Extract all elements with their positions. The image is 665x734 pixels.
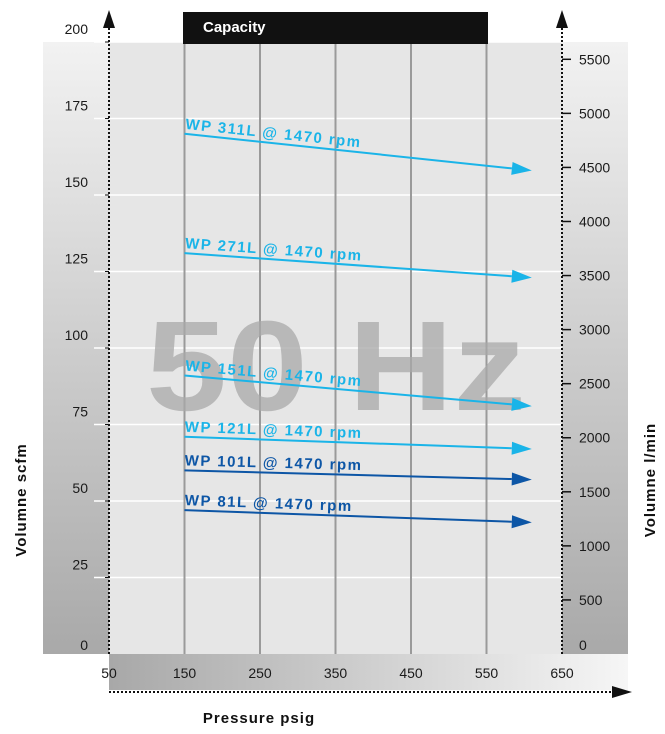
y-left-tick-label-125: 125 xyxy=(65,251,89,267)
series-label-3: WP 121L @ 1470 rpm xyxy=(185,419,363,442)
series-4: WP 101L @ 1470 rpm xyxy=(184,452,532,486)
y-left-axis-title: Volumne scfm xyxy=(13,443,30,556)
y-right-tick-label-5000: 5000 xyxy=(579,105,610,121)
x-axis-title: Pressure psig xyxy=(203,710,315,727)
series-line-2 xyxy=(184,374,512,406)
y-right-tick-label-500: 500 xyxy=(579,592,603,608)
x-tick-label-150: 150 xyxy=(173,665,197,681)
axes xyxy=(103,10,632,698)
x-tick-label-450: 450 xyxy=(399,665,423,681)
chart-title: Capacity xyxy=(203,19,266,36)
series-label-5: WP 81L @ 1470 rpm xyxy=(185,492,353,515)
x-tick-label-350: 350 xyxy=(324,665,348,681)
series-arrowhead-4 xyxy=(511,472,532,486)
y-right-tick-label-5500: 5500 xyxy=(579,51,610,67)
y-right-tick-label-0: 0 xyxy=(579,637,587,653)
x-tick-label-550: 550 xyxy=(475,665,499,681)
y-left-tick-label-175: 175 xyxy=(65,98,89,114)
bottom-axis-band xyxy=(109,654,628,690)
x-tick-label-250: 250 xyxy=(248,665,272,681)
y-left-tick-label-25: 25 xyxy=(72,557,88,573)
y-right-tick-label-2500: 2500 xyxy=(579,376,610,392)
y-left-tick-label-100: 100 xyxy=(65,327,89,343)
x-tick-label-50: 50 xyxy=(101,665,117,681)
y-right-tick-label-2000: 2000 xyxy=(579,430,610,446)
series-arrowhead-1 xyxy=(511,269,532,283)
tick-labels: 0255075100125150175200500100015002000250… xyxy=(65,21,611,681)
y-left-axis-arrow xyxy=(103,10,115,28)
series-line-5 xyxy=(184,509,512,523)
y-left-tick-label-0: 0 xyxy=(80,637,88,653)
series-5: WP 81L @ 1470 rpm xyxy=(184,492,532,529)
x-axis-arrow xyxy=(612,686,632,698)
grid-lines xyxy=(94,41,562,654)
y-left-tick-label-75: 75 xyxy=(72,404,88,420)
series-line-0 xyxy=(184,132,513,170)
y-right-tick-label-3500: 3500 xyxy=(579,268,610,284)
series-line-3 xyxy=(184,435,512,450)
y-left-tick-label-50: 50 xyxy=(72,480,88,496)
series-line-1 xyxy=(184,252,512,278)
x-tick-label-650: 650 xyxy=(550,665,574,681)
y-right-tick-label-1000: 1000 xyxy=(579,538,610,554)
series-arrowhead-3 xyxy=(511,441,532,455)
series-arrowhead-2 xyxy=(511,397,532,411)
y-right-tick-label-1500: 1500 xyxy=(579,484,610,500)
y-right-tick-label-4500: 4500 xyxy=(579,159,610,175)
series-3: WP 121L @ 1470 rpm xyxy=(184,419,532,455)
series-arrowhead-0 xyxy=(511,161,532,175)
y-right-axis-title: Volumne l/min xyxy=(642,423,659,537)
right-axis-band xyxy=(562,42,628,654)
y-right-axis-arrow xyxy=(556,10,568,28)
y-left-tick-label-200: 200 xyxy=(65,21,89,37)
series-label-4: WP 101L @ 1470 rpm xyxy=(185,452,363,474)
watermark-50hz: 50 Hz xyxy=(146,295,526,438)
capacity-header-box xyxy=(183,12,488,44)
y-left-tick-label-150: 150 xyxy=(65,174,89,190)
series-arrowhead-5 xyxy=(511,515,532,529)
y-right-tick-label-3000: 3000 xyxy=(579,322,610,338)
series-line-4 xyxy=(184,469,512,481)
y-right-tick-label-4000: 4000 xyxy=(579,213,610,229)
